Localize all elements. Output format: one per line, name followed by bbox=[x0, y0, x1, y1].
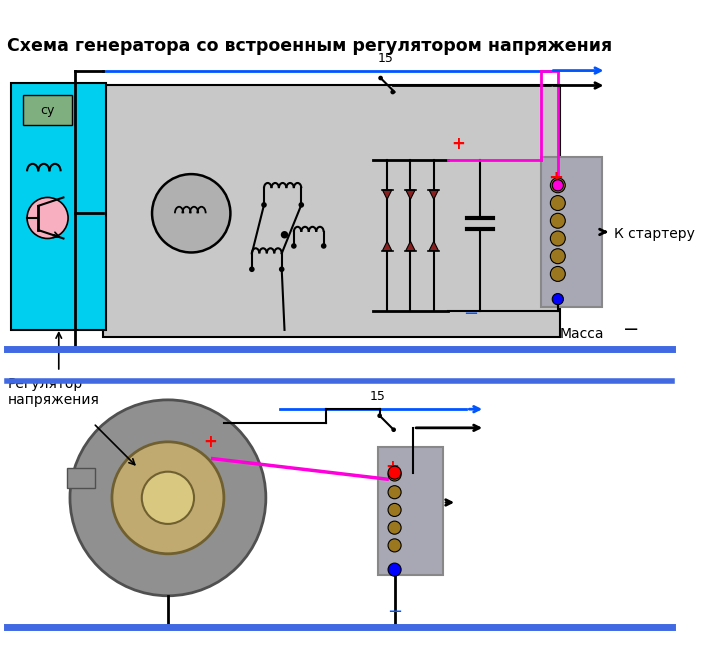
Text: −: − bbox=[464, 305, 479, 323]
Circle shape bbox=[553, 294, 563, 305]
Text: су: су bbox=[40, 104, 55, 117]
Circle shape bbox=[388, 503, 401, 516]
Circle shape bbox=[388, 521, 401, 534]
Circle shape bbox=[321, 243, 326, 249]
Text: 15: 15 bbox=[377, 52, 393, 65]
Text: Регулятор
напряжения: Регулятор напряжения bbox=[7, 376, 99, 407]
Circle shape bbox=[279, 267, 285, 272]
Polygon shape bbox=[429, 241, 438, 250]
Circle shape bbox=[281, 231, 288, 238]
Circle shape bbox=[291, 243, 296, 249]
FancyBboxPatch shape bbox=[67, 468, 95, 488]
Polygon shape bbox=[429, 190, 438, 199]
Circle shape bbox=[553, 180, 563, 191]
Circle shape bbox=[70, 400, 266, 596]
Circle shape bbox=[550, 267, 565, 281]
FancyBboxPatch shape bbox=[541, 157, 601, 307]
Text: −: − bbox=[387, 603, 402, 622]
Text: +: + bbox=[385, 458, 399, 476]
Polygon shape bbox=[382, 190, 392, 199]
FancyBboxPatch shape bbox=[11, 83, 106, 330]
Circle shape bbox=[388, 539, 401, 552]
Text: 15: 15 bbox=[370, 390, 386, 403]
Polygon shape bbox=[405, 190, 415, 199]
Circle shape bbox=[379, 76, 383, 80]
Polygon shape bbox=[382, 241, 392, 250]
Circle shape bbox=[142, 472, 194, 524]
Polygon shape bbox=[405, 241, 415, 250]
Text: +: + bbox=[548, 169, 563, 187]
Circle shape bbox=[392, 428, 396, 432]
Circle shape bbox=[550, 249, 565, 263]
Circle shape bbox=[550, 231, 565, 246]
Text: Схема генератора со встроенным регулятором напряжения: Схема генератора со встроенным регулятор… bbox=[7, 37, 612, 55]
FancyBboxPatch shape bbox=[23, 95, 72, 125]
Circle shape bbox=[249, 267, 255, 272]
FancyBboxPatch shape bbox=[378, 447, 443, 576]
Circle shape bbox=[152, 174, 230, 252]
Text: Масса: Масса bbox=[560, 327, 604, 341]
Text: +: + bbox=[203, 433, 217, 451]
FancyBboxPatch shape bbox=[103, 85, 560, 337]
Circle shape bbox=[388, 486, 401, 499]
Circle shape bbox=[112, 442, 224, 554]
Text: −: − bbox=[623, 320, 639, 339]
Circle shape bbox=[298, 202, 304, 208]
Circle shape bbox=[261, 202, 266, 208]
Text: +: + bbox=[451, 135, 465, 153]
Circle shape bbox=[550, 178, 565, 193]
Text: К стартеру: К стартеру bbox=[614, 227, 695, 241]
Circle shape bbox=[388, 466, 401, 479]
Circle shape bbox=[550, 196, 565, 210]
Circle shape bbox=[388, 468, 401, 481]
Circle shape bbox=[377, 413, 382, 418]
Circle shape bbox=[388, 563, 401, 576]
Circle shape bbox=[550, 214, 565, 228]
Circle shape bbox=[390, 90, 395, 95]
Circle shape bbox=[27, 198, 68, 238]
